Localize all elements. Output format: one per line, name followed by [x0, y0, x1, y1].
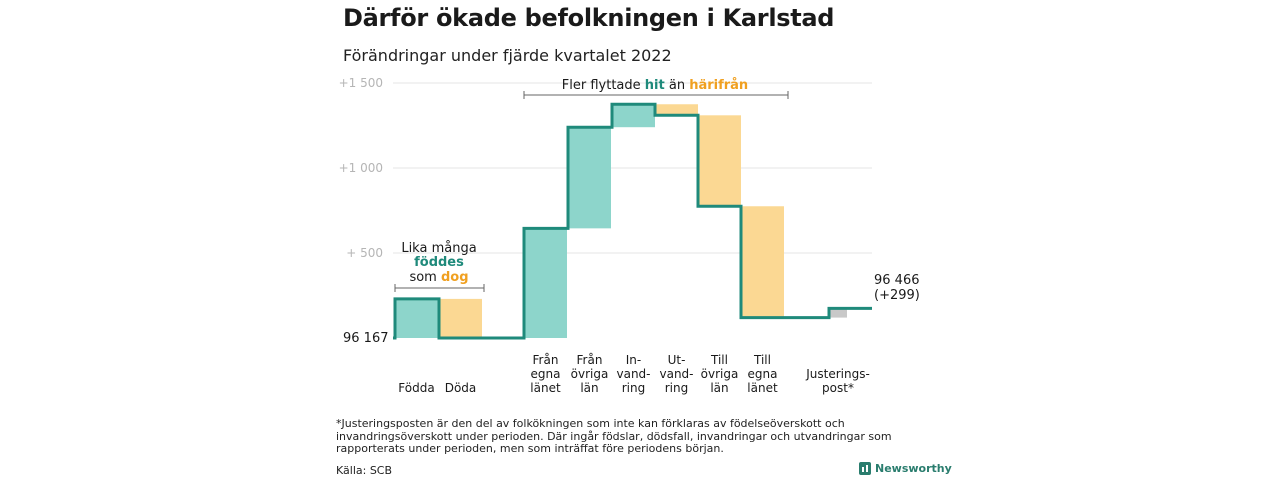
- waterfall-bar: [655, 104, 698, 116]
- newsworthy-logo-icon: [859, 462, 871, 475]
- category-label-line: egna: [748, 367, 778, 381]
- brand-name: Newsworthy: [875, 462, 952, 475]
- category-label-line: länet: [747, 381, 778, 395]
- footnote: *Justeringsposten är den del av folkökni…: [336, 417, 892, 455]
- category-label: Justerings-post*: [805, 367, 870, 395]
- category-label-line: ring: [622, 381, 646, 395]
- cumulative-step-line: [393, 102, 872, 340]
- category-label-line: län: [580, 381, 598, 395]
- category-label-line: övriga: [571, 367, 609, 381]
- category-label-line: Till: [710, 353, 728, 367]
- category-label-line: Ut-: [668, 353, 686, 367]
- annotation-harifran: härifrån: [689, 78, 748, 93]
- category-label-line: län: [710, 381, 728, 395]
- category-label-line: vand-: [616, 367, 650, 381]
- category-label: Födda: [398, 381, 434, 395]
- category-label-line: Födda: [398, 381, 434, 395]
- source-label: Källa: SCB: [336, 464, 393, 477]
- migration-annotation: Fler flyttade hit än härifrån: [523, 78, 789, 99]
- annotation-fodde: föddes: [414, 255, 464, 270]
- category-label-line: Döda: [445, 381, 477, 395]
- category-label-line: länet: [530, 381, 561, 395]
- category-label-line: Justerings-: [805, 367, 870, 381]
- bars: [395, 104, 847, 338]
- category-label-line: övriga: [701, 367, 739, 381]
- category-label: Ut-vand-ring: [659, 353, 693, 395]
- category-label-line: Till: [753, 353, 771, 367]
- annotation-som: som: [409, 270, 441, 285]
- category-label: Från egna länet: [530, 353, 561, 395]
- category-label-line: In-: [626, 353, 641, 367]
- category-label: Från övriga län: [571, 353, 609, 395]
- waterfall-bar: [439, 298, 482, 338]
- waterfall-bar: [741, 206, 784, 318]
- y-tick-label: +1 500: [339, 76, 383, 90]
- category-label: In-vand-ring: [616, 353, 650, 395]
- category-label: Döda: [445, 381, 477, 395]
- step-line: [393, 102, 872, 340]
- category-label-line: egna: [531, 367, 561, 381]
- category-label-line: Från: [533, 353, 559, 367]
- start-value-label: 96 167: [343, 331, 389, 346]
- category-label: Till egna länet: [747, 353, 778, 395]
- grid-lines: + 500 +1 000 +1 500: [339, 76, 872, 260]
- waterfall-bar: [568, 127, 611, 229]
- annotation-line3: som dog: [409, 270, 468, 285]
- waterfall-bar: [524, 228, 567, 338]
- y-tick-label: +1 000: [339, 161, 383, 175]
- chart-title: Därför ökade befolkningen i Karlstad: [343, 4, 835, 32]
- annotation-migration-text: Fler flyttade hit än härifrån: [562, 78, 748, 93]
- category-label-line: vand-: [659, 367, 693, 381]
- annotation-hit: hit: [645, 78, 665, 93]
- category-label: Till övriga län: [701, 353, 739, 395]
- end-change-label: (+299): [874, 288, 920, 303]
- annotation-dog: dog: [441, 270, 469, 285]
- annotation-fler: Fler flyttade: [562, 78, 645, 93]
- category-label-line: ring: [665, 381, 689, 395]
- annotation-an: än: [665, 78, 689, 93]
- y-tick-label: + 500: [346, 246, 383, 260]
- annotation-line1: Lika många: [401, 241, 476, 256]
- end-value-label: 96 466: [874, 273, 920, 288]
- waterfall-bar: [698, 115, 741, 207]
- births-deaths-annotation: Lika många föddes som dog: [394, 241, 485, 292]
- waterfall-bar: [395, 298, 438, 338]
- waterfall-bar: [612, 104, 655, 128]
- category-label-line: Från: [577, 353, 603, 367]
- chart-subtitle: Förändringar under fjärde kvartalet 2022: [343, 46, 672, 65]
- brand-logo: Newsworthy: [859, 462, 952, 475]
- waterfall-bar: [829, 308, 847, 318]
- category-label-line: post*: [822, 381, 854, 395]
